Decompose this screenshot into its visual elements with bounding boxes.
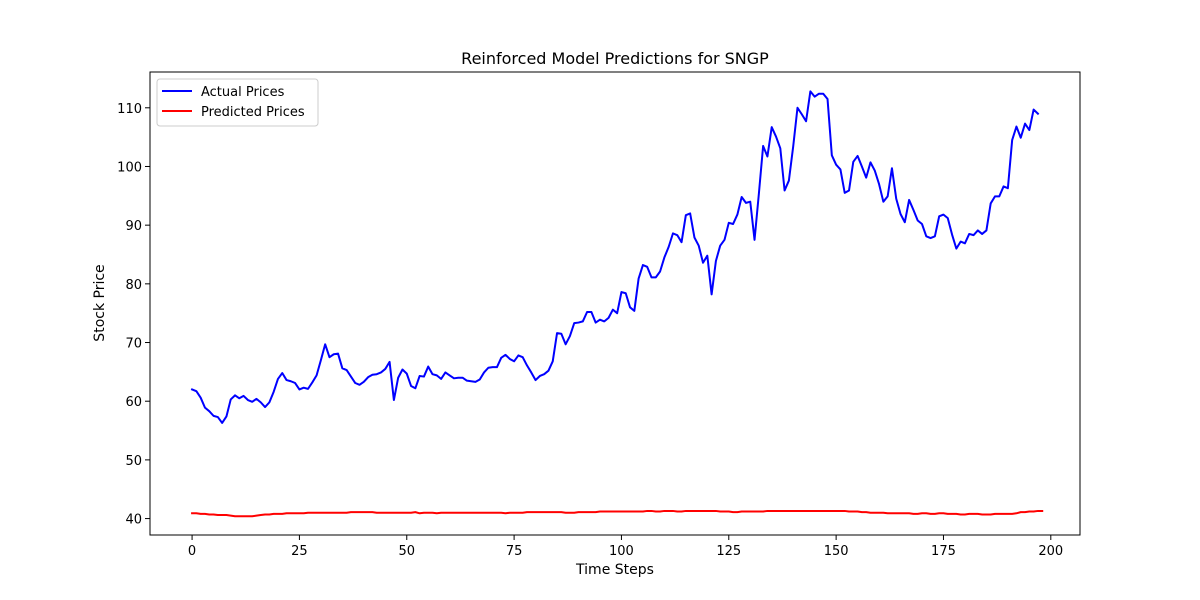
x-tick-label: 0 — [188, 544, 196, 559]
y-tick-label: 100 — [117, 160, 142, 175]
x-tick-label: 175 — [931, 544, 956, 559]
series-layer — [190, 90, 1044, 518]
legend-label-actual-prices: Actual Prices — [201, 85, 285, 100]
x-tick-label: 125 — [716, 544, 741, 559]
y-tick-label: 50 — [125, 454, 142, 469]
x-tick-label: 75 — [506, 544, 523, 559]
legend-box — [156, 78, 319, 127]
series-line-actual-prices — [190, 90, 1040, 424]
y-tick-label: 70 — [125, 337, 142, 352]
legend-label-predicted-prices: Predicted Prices — [201, 105, 305, 120]
x-tick-label: 200 — [1038, 544, 1063, 559]
y-axis-label: Stock Price — [92, 264, 108, 341]
y-tick-label: 80 — [125, 278, 142, 293]
x-tick-label: 50 — [398, 544, 415, 559]
x-axis-label: Time Steps — [575, 562, 654, 578]
x-tick-label: 150 — [824, 544, 849, 559]
x-tick-label: 100 — [609, 544, 634, 559]
y-tick-label: 60 — [125, 395, 142, 410]
y-tick-label: 110 — [117, 102, 142, 117]
legend: Actual Prices Predicted Prices — [156, 78, 319, 127]
series-line-predicted-prices — [191, 509, 1044, 518]
x-tick-label: 25 — [291, 544, 308, 559]
y-tick-label: 40 — [125, 513, 142, 528]
y-tick-label: 90 — [125, 219, 142, 234]
plot-frame — [149, 71, 1081, 536]
chart-title: Reinforced Model Predictions for SNGP — [461, 49, 769, 68]
axes-layer: 0 25 50 75 100 125 150 175 200 40 50 60 70 80 90 100 110 — [117, 71, 1081, 559]
